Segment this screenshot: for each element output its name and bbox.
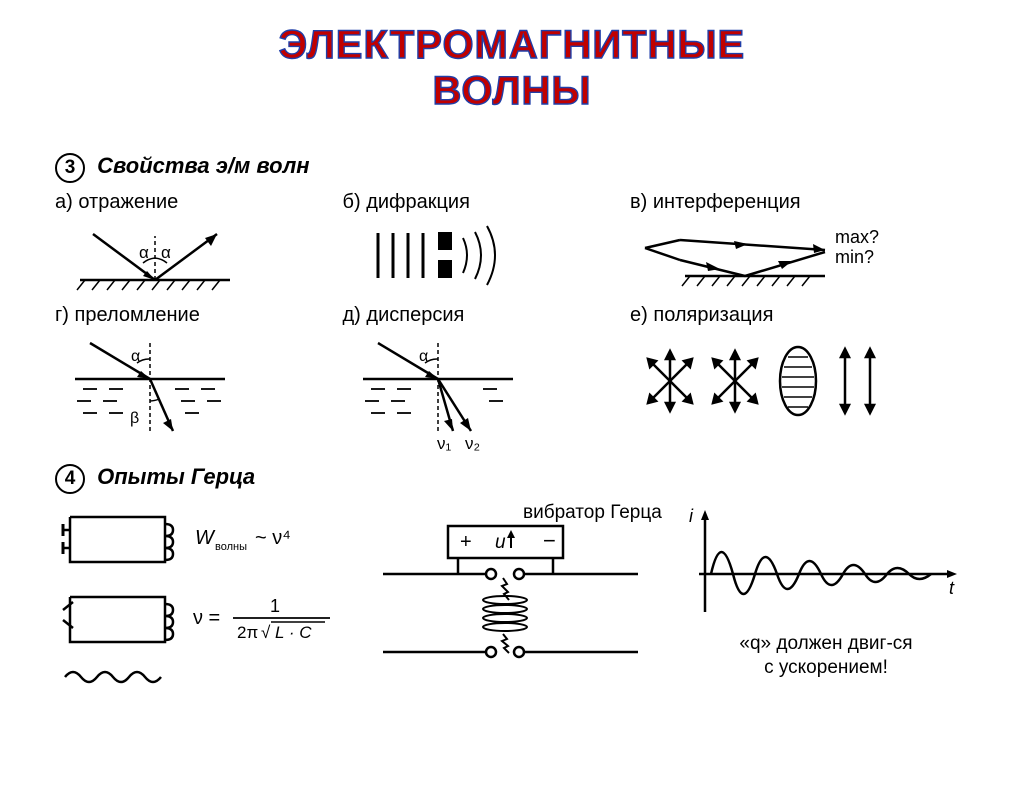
footer-line-2: с ускорением! [764,657,888,678]
hertz-vibrator: вибратор Герца + u − [363,502,663,702]
label-d-letter: д) [343,304,361,326]
content-area: 3 Свойства э/м волн а) отражение [55,153,975,702]
svg-text:√: √ [261,623,271,642]
properties-row-1: а) отражение α [55,191,975,298]
svg-text:β: β [130,410,139,427]
svg-text:α: α [419,348,428,365]
svg-text:L · C: L · C [275,623,312,642]
svg-text:−: − [543,528,556,553]
property-interference: в) интерференция [630,191,975,298]
section-4-number: 4 [55,464,85,494]
refraction-diagram: α β [55,331,255,441]
interference-diagram: max? min? [630,218,910,298]
property-diffraction: б) дифракция [343,191,631,298]
section-3-number: 3 [55,153,85,183]
label-v-text: интерференция [653,191,801,213]
svg-text:α: α [131,348,140,365]
svg-text:α: α [139,243,149,262]
svg-text:1: 1 [270,596,280,616]
svg-text:~ ν⁴: ~ ν⁴ [255,527,291,549]
svg-text:max?: max? [835,227,879,247]
properties-row-2: г) преломление α β [55,304,975,456]
current-graph: i t [681,502,971,632]
hertz-row: W волны ~ ν⁴ ν = 1 2π √ L · C вибратор Г… [55,502,975,702]
footer-line-1: «q» должен двиг-ся [739,633,912,654]
section-4-heading: 4 Опыты Герца [55,464,975,494]
label-d-text: дисперсия [366,304,464,326]
property-refraction: г) преломление α β [55,304,343,456]
svg-text:W: W [195,527,216,549]
section-3-heading: 3 Свойства э/м волн [55,153,975,183]
page-title: ЭЛЕКТРОМАГНИТНЫЕ ВОЛНЫ [0,18,1024,118]
label-v-letter: в) [630,191,647,213]
section-4-title: Опыты Герца [97,464,255,489]
diffraction-diagram [343,218,543,298]
hertz-formulas: W волны ~ ν⁴ ν = 1 2π √ L · C [55,502,345,702]
label-g-letter: г) [55,304,69,326]
hertz-footer: «q» должен двиг-ся с ускорением! [681,632,971,680]
property-dispersion: д) дисперсия α ν₁ ν₂ [343,304,631,456]
label-b-text: дифракция [366,191,470,213]
svg-text:ЭЛЕКТРОМАГНИТНЫЕ: ЭЛЕКТРОМАГНИТНЫЕ [279,23,745,67]
label-b-letter: б) [343,191,361,213]
svg-text:ВОЛНЫ: ВОЛНЫ [432,69,591,113]
label-e-text: поляризация [653,304,773,326]
svg-text:+: + [460,531,472,553]
svg-text:волны: волны [215,541,247,553]
polarization-diagram [630,331,910,441]
hertz-graph-block: i t «q» должен двиг-ся с ускорением! [681,502,971,680]
svg-text:min?: min? [835,247,874,267]
label-g-text: преломление [75,304,200,326]
label-e-letter: е) [630,304,648,326]
dispersion-diagram: α ν₁ ν₂ [343,331,543,456]
svg-text:u: u [495,532,506,553]
section-3-title: Свойства э/м волн [97,153,309,178]
label-a-letter: а) [55,191,73,213]
reflection-diagram: α α [55,218,255,298]
svg-text:2π: 2π [237,623,258,642]
svg-text:t: t [949,578,955,598]
property-polarization: е) поляризация [630,304,975,456]
svg-text:ν₁: ν₁ [437,434,452,453]
svg-text:ν₂: ν₂ [465,434,480,453]
label-a-text: отражение [78,191,178,213]
svg-text:i: i [689,506,694,526]
svg-text:α: α [161,243,171,262]
property-reflection: а) отражение α [55,191,343,298]
svg-text:вибратор Герца: вибратор Герца [523,502,662,523]
svg-text:ν =: ν = [193,607,220,629]
